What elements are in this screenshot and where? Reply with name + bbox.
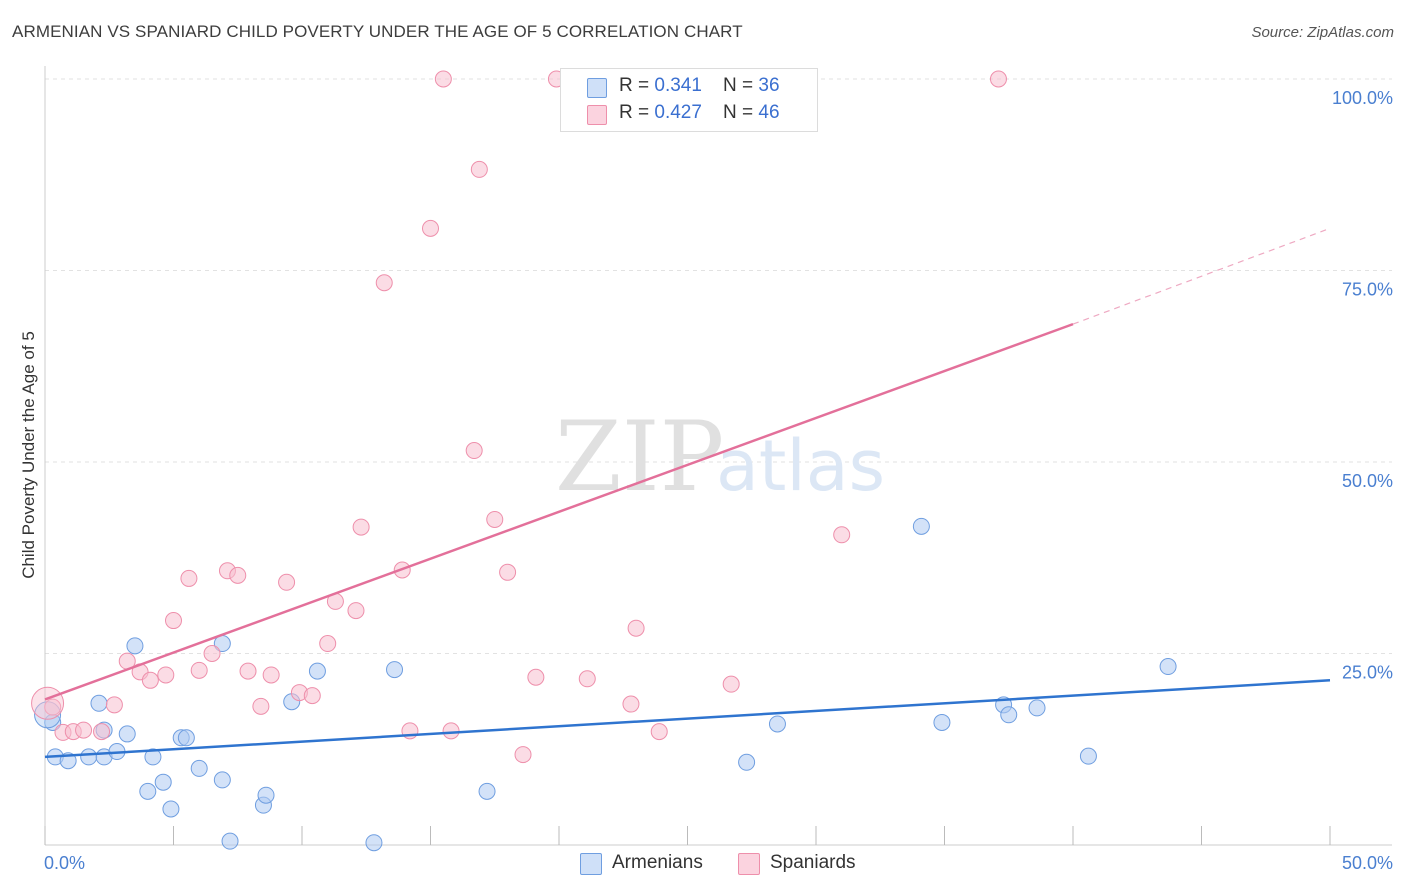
armenians-n-label: N = xyxy=(723,75,759,96)
spaniard-point xyxy=(44,698,62,716)
armenian-point xyxy=(118,725,136,743)
y-axis-label: Child Poverty Under the Age of 5 xyxy=(19,331,38,579)
armenians-trend-line xyxy=(44,679,1331,759)
spaniard-point xyxy=(252,697,270,715)
armenian-point xyxy=(213,771,231,789)
y-tick-label: 50.0% xyxy=(1342,471,1393,491)
spaniard-point xyxy=(470,160,488,178)
x-tick-label: 0.0% xyxy=(44,853,85,873)
watermark-atlas: atlas xyxy=(716,425,885,507)
spaniard-point xyxy=(527,668,545,686)
armenian-point xyxy=(308,662,326,680)
spaniard-point xyxy=(352,518,370,536)
spaniards-legend-label: Spaniards xyxy=(770,852,856,873)
armenian-point xyxy=(144,748,162,766)
armenians-legend-label: Armenians xyxy=(612,852,703,873)
spaniard-point xyxy=(486,510,504,528)
armenians-swatch xyxy=(587,78,607,98)
spaniard-point xyxy=(627,619,645,637)
armenian-point xyxy=(1079,747,1097,765)
spaniards-r-label: R = xyxy=(619,102,655,123)
spaniard-point xyxy=(105,696,123,714)
spaniard-point xyxy=(442,722,460,740)
chart-title: ARMENIAN VS SPANIARD CHILD POVERTY UNDER… xyxy=(12,22,743,41)
spaniards-swatch xyxy=(587,105,607,125)
armenian-point xyxy=(162,800,180,818)
spaniards-points xyxy=(31,70,1007,764)
armenians-n-value: 36 xyxy=(758,75,780,96)
y-tick-label: 75.0% xyxy=(1342,280,1393,300)
armenian-point xyxy=(365,834,383,852)
spaniard-point xyxy=(499,563,517,581)
correlation-legend: R = 0.341 N = 36 R = 0.427 N = 46 xyxy=(560,68,818,132)
spaniard-point xyxy=(75,721,93,739)
armenians-points xyxy=(34,517,1177,852)
spaniard-point xyxy=(434,70,452,88)
armenians-r-label: R = xyxy=(619,75,655,96)
armenians-r-value: 0.341 xyxy=(654,75,702,96)
spaniard-point xyxy=(465,442,483,460)
armenian-point xyxy=(139,782,157,800)
spaniard-point xyxy=(165,612,182,630)
spaniard-point xyxy=(190,661,208,679)
spaniard-point xyxy=(622,695,640,713)
spaniard-point xyxy=(93,723,111,741)
spaniard-point xyxy=(422,219,439,237)
armenian-point xyxy=(221,832,239,850)
source-label: Source: ZipAtlas.com xyxy=(1251,24,1394,41)
tick-labels: 25.0% 50.0% 75.0% 100.0% 0.0% 50.0% xyxy=(44,88,1393,873)
spaniard-point xyxy=(375,274,393,292)
spaniard-point xyxy=(578,670,596,688)
spaniard-point xyxy=(239,662,257,680)
armenian-point xyxy=(738,753,756,771)
spaniard-point xyxy=(262,666,280,684)
spaniard-point xyxy=(31,686,65,720)
spaniard-point xyxy=(203,645,221,662)
armenian-point xyxy=(1000,706,1018,724)
spaniards-n-value: 46 xyxy=(758,102,780,123)
armenian-point xyxy=(190,759,208,777)
spaniards-trend-line xyxy=(44,322,1074,701)
armenian-point xyxy=(933,713,951,731)
watermark: ZIP atlas xyxy=(555,401,885,513)
spaniard-point xyxy=(180,569,198,587)
axes xyxy=(44,66,1392,846)
y-tick-label: 25.0% xyxy=(1342,663,1393,683)
spaniards-r-value: 0.427 xyxy=(654,102,702,123)
spaniard-point xyxy=(319,635,337,653)
armenian-point xyxy=(177,729,195,747)
armenians-legend-swatch xyxy=(580,853,602,875)
armenian-point xyxy=(912,517,930,535)
trend-lines xyxy=(44,227,1331,759)
spaniard-point xyxy=(141,671,159,689)
gridlines xyxy=(45,78,1392,654)
armenian-point xyxy=(768,715,786,733)
armenian-point xyxy=(478,782,496,800)
armenian-point xyxy=(126,637,144,655)
spaniard-point xyxy=(278,573,296,591)
y-tick-label: 100.0% xyxy=(1332,88,1393,108)
armenian-point xyxy=(386,661,404,679)
spaniard-point xyxy=(722,675,740,693)
spaniard-point xyxy=(229,566,247,584)
armenian-point xyxy=(257,786,275,804)
spaniard-point xyxy=(347,602,365,620)
spaniards-trend-extension xyxy=(1072,227,1331,325)
spaniard-point xyxy=(303,687,321,705)
x-tick-label: 50.0% xyxy=(1342,853,1393,873)
armenian-point xyxy=(1028,699,1046,717)
spaniard-point xyxy=(989,70,1007,88)
armenian-point xyxy=(90,694,108,712)
spaniard-point xyxy=(157,666,175,684)
armenian-point xyxy=(154,773,172,791)
watermark-zip: ZIP xyxy=(555,401,724,513)
spaniards-legend-swatch xyxy=(738,853,760,875)
spaniard-point xyxy=(514,746,532,764)
spaniard-point xyxy=(833,526,851,544)
spaniard-point xyxy=(650,723,668,741)
spaniards-n-label: N = xyxy=(723,102,759,123)
armenian-point xyxy=(1159,658,1177,676)
armenian-point xyxy=(80,748,98,766)
